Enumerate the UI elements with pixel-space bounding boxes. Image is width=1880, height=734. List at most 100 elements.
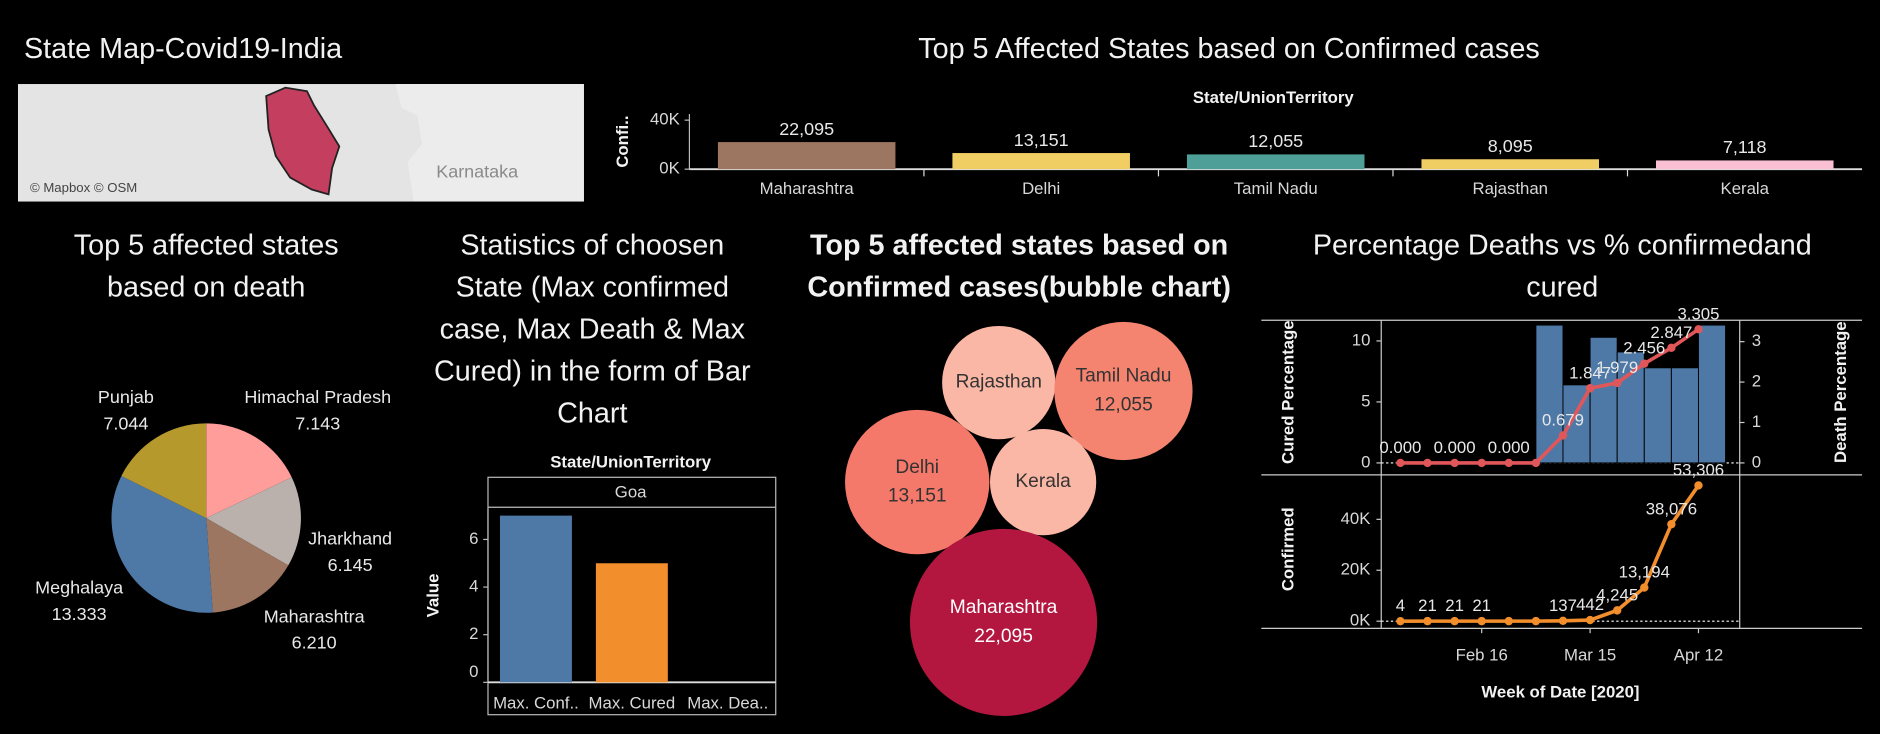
bubble-value: 13,151 <box>888 486 947 507</box>
line <box>1400 327 1700 465</box>
point <box>1504 616 1513 626</box>
point <box>1558 431 1568 440</box>
x-axis-title: Week of Date [2020] <box>1481 683 1639 702</box>
x-tick-label: Apr 12 <box>1674 645 1723 664</box>
value-label: 22,095 <box>779 119 834 139</box>
pie-slice <box>206 477 301 566</box>
y-tick-label: 0K <box>1350 611 1371 630</box>
point <box>1612 378 1622 388</box>
panel-label: Goa <box>615 482 647 501</box>
value-label: 21 <box>1445 596 1464 615</box>
value-label: 13,194 <box>1619 563 1670 582</box>
value-label: 38,076 <box>1646 499 1697 518</box>
y-tick-label: 2 <box>469 624 478 643</box>
bar <box>1697 324 1727 464</box>
bubble <box>942 325 1056 440</box>
pie-slice <box>206 518 289 613</box>
axis-title: Cured Percentage <box>1278 320 1297 463</box>
slice-label: Punjab <box>98 387 154 407</box>
value-label: 4 <box>1396 596 1405 615</box>
point <box>1423 616 1432 626</box>
value-label: 0.000 <box>1379 438 1421 457</box>
y-tick-label: 6 <box>469 529 478 548</box>
axis-title: Death Percentage <box>1831 321 1850 463</box>
x-tick-label: Maharashtra <box>760 179 855 198</box>
value-label: 0.679 <box>1542 411 1584 430</box>
value-label: 7,118 <box>1723 137 1767 157</box>
line <box>1400 484 1700 623</box>
y-tick-label: 40K <box>1341 509 1371 528</box>
bubble-label: Maharashtra <box>950 597 1058 618</box>
bubble-label: Rajasthan <box>956 372 1042 393</box>
y2-tick-label: 1 <box>1752 412 1761 431</box>
slice-value: 13.333 <box>52 604 107 624</box>
map-label: Karnataka <box>436 162 518 182</box>
bubble-label: Kerala <box>1015 471 1071 492</box>
x-tick-label: Feb 16 <box>1456 645 1508 664</box>
y-tick-label: 10 <box>1352 330 1371 349</box>
value-label: 0.000 <box>1434 438 1476 457</box>
bar <box>1655 160 1834 170</box>
chart-title: Statistics of choosen <box>460 230 724 262</box>
y-axis-label: Confi.. <box>613 116 632 168</box>
x-tick-label: Delhi <box>1022 179 1060 198</box>
chart-title: cured <box>1526 272 1598 304</box>
bubble-value: 22,095 <box>974 626 1033 647</box>
y-axis-label: Value <box>423 573 442 617</box>
point <box>1396 458 1405 468</box>
pie-slice <box>206 423 292 519</box>
value-label: 12,055 <box>1248 131 1303 151</box>
point <box>1694 325 1703 334</box>
bubble <box>1054 321 1193 461</box>
chart-title: case, Max Death & Max <box>440 314 746 346</box>
value-label: 8,095 <box>1488 136 1533 156</box>
point <box>1477 458 1486 468</box>
map-panel: State Map-Covid19-India Karnataka © Mapb… <box>17 33 584 202</box>
value-label: 442 <box>1576 595 1604 614</box>
y2-tick-label: 2 <box>1752 372 1761 391</box>
slice-label: Meghalaya <box>35 578 123 598</box>
bubble <box>845 409 990 555</box>
value-label: 4,245 <box>1596 585 1638 604</box>
point <box>1585 615 1595 625</box>
value-label: 13,151 <box>1014 130 1069 150</box>
value-label: 1.847 <box>1569 363 1611 382</box>
slice-label: Maharashtra <box>264 606 365 626</box>
bar <box>952 153 1130 170</box>
chart-title: Percentage Deaths vs % confirmedand <box>1313 230 1812 262</box>
y2-tick-label: 3 <box>1752 331 1761 350</box>
point <box>1640 359 1649 368</box>
chart-title: Cured) in the form of Bar <box>434 356 751 388</box>
y-tick-label: 40K <box>650 110 680 129</box>
point <box>1531 616 1541 626</box>
value-label: 0.000 <box>1488 438 1530 457</box>
point <box>1396 616 1405 626</box>
map-state <box>265 86 341 196</box>
bar <box>1670 367 1699 464</box>
header: State/UnionTerritory <box>1193 88 1355 107</box>
bubble-label: Delhi <box>895 457 939 478</box>
slice-value: 7.044 <box>103 413 148 433</box>
chart-title: based on death <box>107 272 305 304</box>
y-tick-label: 20K <box>1341 560 1371 579</box>
slice-value: 7.143 <box>295 413 340 433</box>
bubble <box>990 428 1097 536</box>
x-tick-label: Rajasthan <box>1472 179 1548 198</box>
pie-slice <box>121 423 207 519</box>
bar <box>1616 351 1645 464</box>
x-tick-label: Max. Cured <box>589 693 676 712</box>
chart-title: Confirmed cases(bubble chart) <box>807 272 1231 304</box>
point <box>1640 583 1649 592</box>
y-tick-label: 4 <box>469 577 478 596</box>
y2-tick-label: 0 <box>1752 452 1761 471</box>
x-tick-label: Max. Dea.. <box>687 693 768 712</box>
point <box>1558 616 1568 626</box>
chart-title: Top 5 Affected States based on Confirmed… <box>918 33 1540 65</box>
bubble <box>909 528 1098 716</box>
slice-label: Himachal Pradesh <box>244 387 391 407</box>
bar <box>1643 367 1672 464</box>
point <box>1450 458 1459 468</box>
slice-value: 6.145 <box>328 555 373 575</box>
value-label: 21 <box>1472 596 1491 615</box>
point <box>1612 606 1622 615</box>
